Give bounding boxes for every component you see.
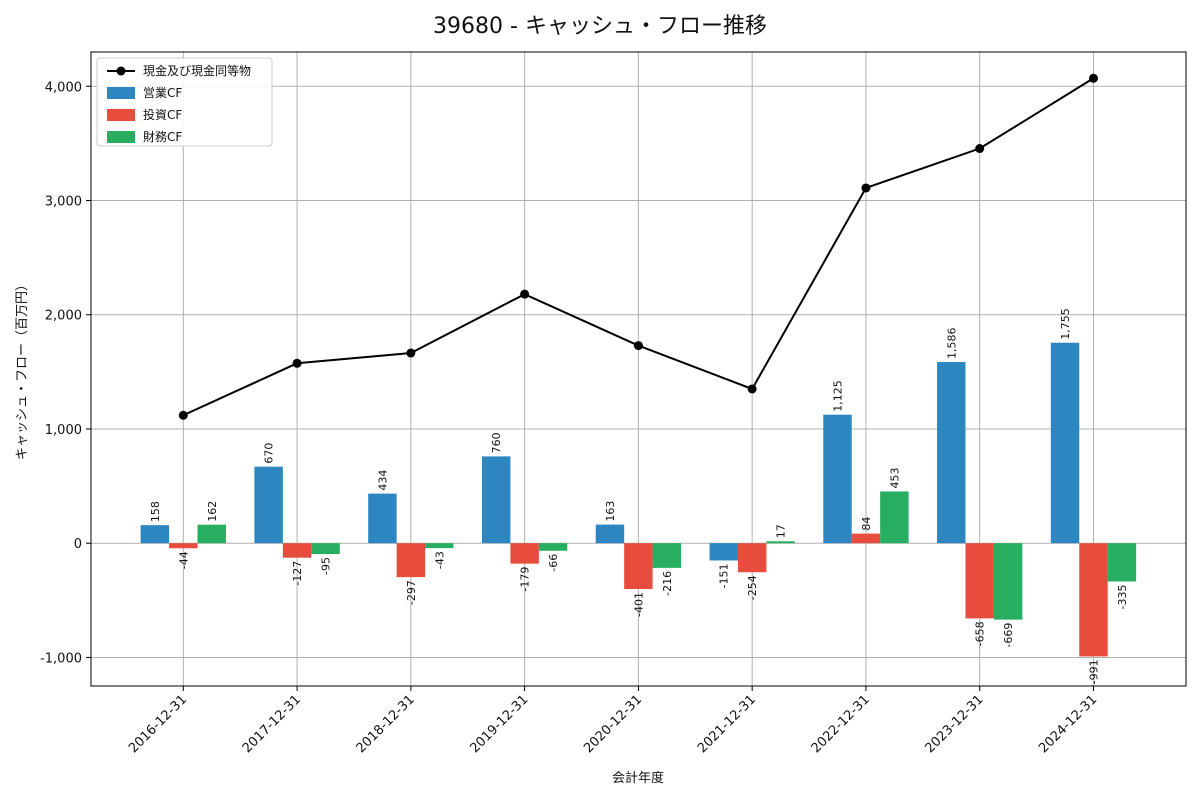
bar-value-label: 670 bbox=[263, 443, 276, 464]
cash-point bbox=[406, 348, 416, 358]
labels-layer: 158 670 434 760 163 -151 1,125 1,586 1,755 -44 -12… bbox=[149, 308, 1129, 684]
bar-0-2 bbox=[368, 493, 397, 544]
x-tick-label: 2016-12-31 bbox=[126, 692, 190, 756]
bar-0-5 bbox=[709, 543, 738, 561]
x-tick-label: 2020-12-31 bbox=[581, 692, 645, 756]
chart-title: 39680 - キャッシュ・フロー推移 bbox=[433, 14, 767, 39]
bar-value-label: 760 bbox=[490, 432, 503, 453]
legend-label: 投資CF bbox=[143, 107, 182, 122]
legend-label: 財務CF bbox=[143, 129, 182, 144]
bar-0-4 bbox=[595, 524, 625, 544]
bar-value-label: -335 bbox=[1116, 584, 1129, 609]
x-tick-label: 2017-12-31 bbox=[240, 692, 304, 756]
bar-1-4 bbox=[624, 543, 653, 590]
y-tick-label: 4,000 bbox=[45, 80, 82, 95]
bar-value-label: 1,125 bbox=[831, 380, 844, 412]
bar-value-label: -254 bbox=[746, 575, 759, 600]
y-tick-label: 2,000 bbox=[45, 309, 82, 324]
bar-2-8 bbox=[1107, 543, 1137, 582]
cash-point bbox=[1088, 73, 1098, 83]
line-layer bbox=[178, 73, 1098, 420]
cash-point bbox=[747, 384, 757, 394]
bar-value-label: -216 bbox=[661, 571, 674, 596]
y-tick-label: -1,000 bbox=[40, 651, 82, 666]
cash-point bbox=[520, 289, 530, 299]
bar-0-0 bbox=[140, 525, 170, 544]
bar-value-label: -401 bbox=[632, 592, 645, 617]
legend-swatch bbox=[107, 109, 135, 121]
bar-value-label: -658 bbox=[974, 621, 987, 646]
bar-2-7 bbox=[993, 543, 1023, 620]
cash-point bbox=[633, 341, 643, 351]
bar-1-5 bbox=[737, 543, 767, 573]
bar-value-label: -297 bbox=[405, 580, 418, 605]
bar-0-3 bbox=[481, 456, 511, 544]
bar-0-1 bbox=[254, 466, 283, 544]
legend-label: 営業CF bbox=[143, 86, 182, 100]
bar-value-label: -127 bbox=[291, 561, 304, 586]
x-tick-label: 2024-12-31 bbox=[1036, 692, 1100, 756]
bar-value-label: 17 bbox=[775, 524, 788, 538]
bar-value-label: 453 bbox=[888, 467, 901, 488]
cash-point bbox=[292, 358, 302, 368]
legend-swatch bbox=[107, 87, 135, 99]
bar-value-label: -669 bbox=[1002, 623, 1015, 648]
bar-0-6 bbox=[823, 414, 852, 544]
bars-layer bbox=[140, 342, 1137, 657]
bar-1-3 bbox=[510, 543, 539, 564]
bar-2-3 bbox=[538, 543, 568, 551]
x-tick-label: 2018-12-31 bbox=[354, 692, 418, 756]
bar-2-2 bbox=[425, 543, 454, 549]
bar-value-label: 1,755 bbox=[1059, 308, 1072, 340]
bar-value-label: 84 bbox=[860, 517, 873, 531]
y-tick-label: 3,000 bbox=[45, 195, 82, 210]
y-tick-label: 1,000 bbox=[45, 423, 82, 438]
bar-value-label: -66 bbox=[547, 554, 560, 572]
x-tick-label: 2019-12-31 bbox=[467, 692, 531, 756]
bar-2-0 bbox=[197, 524, 226, 544]
bar-value-label: 158 bbox=[149, 501, 162, 522]
y-tick-label: 0 bbox=[74, 537, 82, 552]
x-axis-label: 会計年度 bbox=[612, 770, 664, 786]
bar-2-6 bbox=[880, 491, 909, 544]
cash-point bbox=[975, 144, 985, 154]
y-axis-label: キャッシュ・フロー（百万円） bbox=[15, 278, 30, 460]
bar-1-1 bbox=[282, 543, 312, 558]
bar-value-label: 434 bbox=[376, 470, 389, 491]
cash-point bbox=[861, 183, 871, 193]
bar-value-label: -43 bbox=[433, 551, 446, 569]
x-tick-label: 2022-12-31 bbox=[809, 692, 873, 756]
bar-1-2 bbox=[396, 543, 426, 578]
bar-value-label: -151 bbox=[718, 563, 731, 588]
bar-1-8 bbox=[1079, 543, 1108, 657]
bar-value-label: -179 bbox=[519, 567, 532, 592]
bar-1-6 bbox=[851, 533, 881, 544]
bar-0-8 bbox=[1050, 342, 1080, 544]
bar-2-1 bbox=[311, 543, 340, 555]
cash-point bbox=[178, 410, 188, 420]
x-tick-label: 2021-12-31 bbox=[695, 692, 759, 756]
bar-1-7 bbox=[965, 543, 994, 619]
bar-0-7 bbox=[937, 362, 966, 544]
bar-1-0 bbox=[169, 543, 198, 549]
bar-2-5 bbox=[766, 541, 795, 544]
bar-value-label: 163 bbox=[604, 501, 617, 522]
bar-value-label: 162 bbox=[206, 501, 219, 522]
legend-label: 現金及び現金同等物 bbox=[143, 63, 251, 78]
legend-box bbox=[96, 57, 273, 147]
legend-swatch bbox=[107, 131, 135, 143]
x-tick-label: 2023-12-31 bbox=[922, 692, 986, 756]
legend-line-marker bbox=[116, 66, 126, 76]
bar-2-4 bbox=[652, 543, 682, 568]
bar-value-label: -991 bbox=[1087, 659, 1100, 684]
bar-value-label: -44 bbox=[177, 551, 190, 569]
bar-value-label: -95 bbox=[320, 557, 333, 575]
bar-value-label: 1,586 bbox=[945, 328, 958, 360]
